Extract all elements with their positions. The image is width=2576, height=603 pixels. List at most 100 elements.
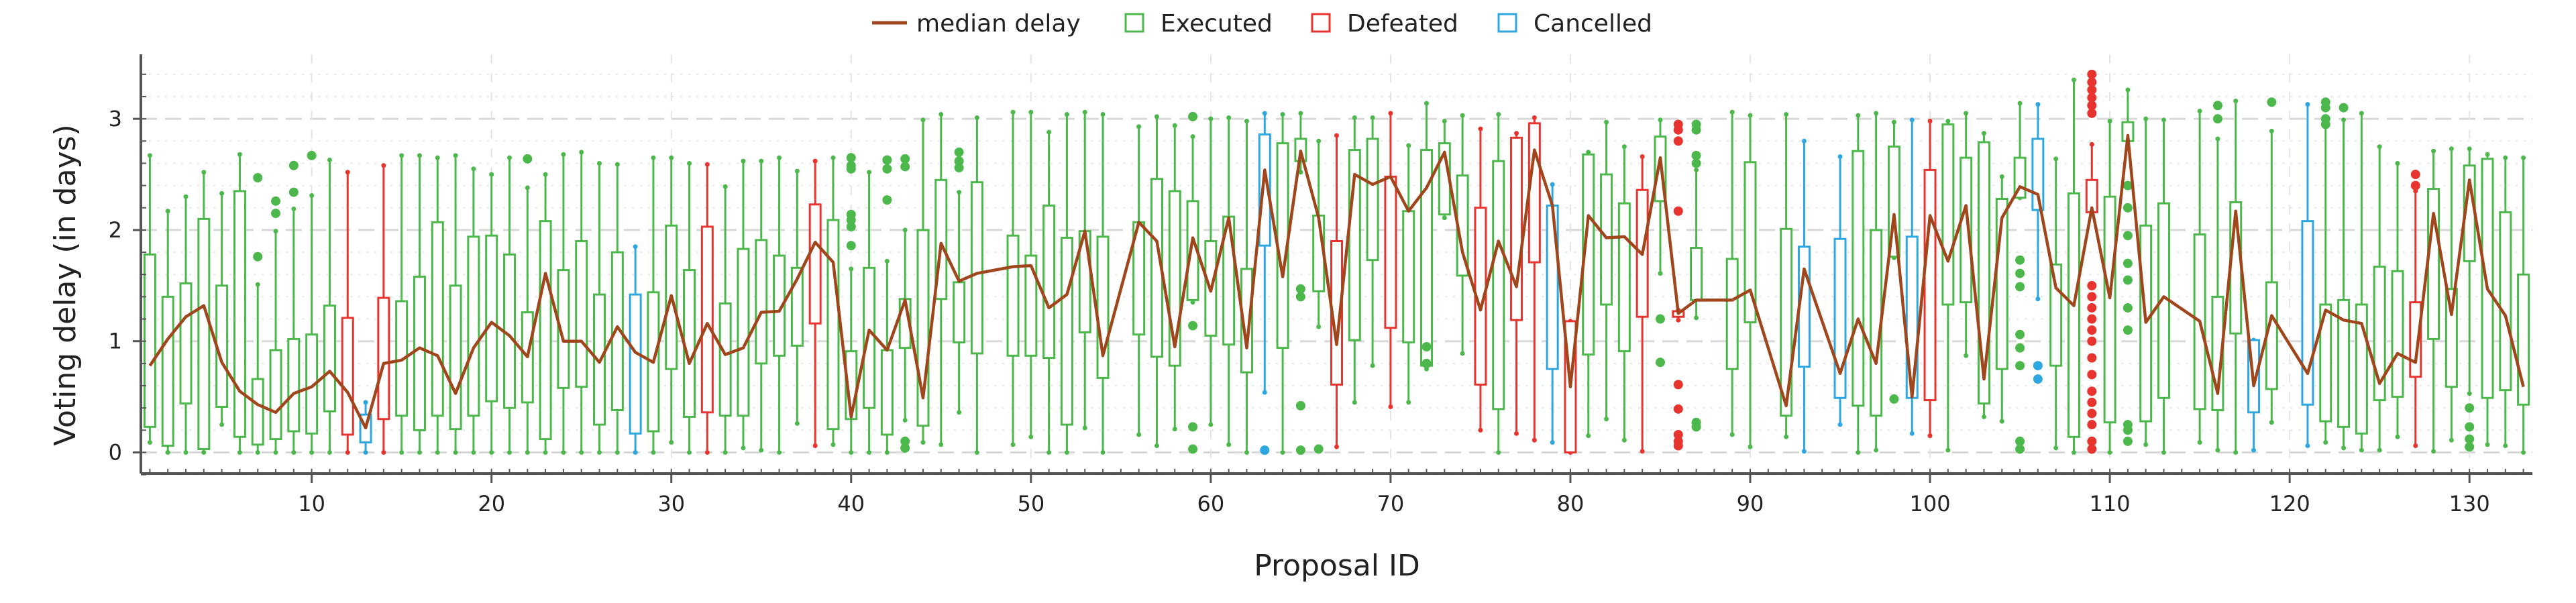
outlier-point (900, 436, 910, 446)
whisker-cap (1424, 101, 1430, 106)
outlier-point (2123, 425, 2133, 435)
box-3 (179, 194, 193, 455)
box-27 (610, 162, 624, 455)
whisker-cap (2431, 148, 2436, 154)
whisker-cap (1621, 437, 1627, 443)
outlier-point (2015, 282, 2025, 292)
box-95 (1833, 154, 1847, 427)
whisker-cap (867, 170, 872, 175)
box-101 (1941, 118, 1955, 453)
whisker-cap (525, 185, 530, 190)
outlier-point (1691, 422, 1701, 432)
box (1258, 133, 1271, 247)
whisker-cap (453, 450, 458, 455)
whisker-cap (2467, 146, 2472, 152)
whisker-cap (327, 157, 332, 162)
box (557, 269, 570, 389)
whisker-cap (614, 162, 620, 167)
box-38 (808, 158, 822, 449)
whisker-cap (1837, 154, 1843, 160)
whisker-cap (219, 190, 225, 196)
box (2319, 303, 2332, 423)
outlier-point (271, 209, 281, 219)
box-37 (790, 168, 804, 426)
whisker-cap (2233, 450, 2239, 455)
whisker-cap (1226, 115, 1232, 120)
whisker-cap (1694, 315, 1699, 321)
box-36 (773, 155, 786, 455)
whisker-cap (309, 450, 315, 455)
whisker-cap (147, 153, 152, 158)
outlier-point (846, 164, 856, 174)
box (413, 276, 426, 431)
outlier-point (1673, 136, 1683, 146)
median-delay-series (148, 133, 2525, 430)
box (1527, 122, 1541, 264)
x-tick-label: 40 (837, 491, 865, 516)
whisker-cap (920, 117, 926, 123)
whisker-cap (2503, 443, 2508, 449)
box-59 (1186, 111, 1199, 454)
whisker-cap (1604, 119, 1609, 125)
box-123 (2337, 103, 2351, 451)
box-124 (2355, 111, 2368, 453)
box (2445, 288, 2458, 388)
whisker-cap (1999, 174, 2004, 179)
box-76 (1492, 112, 1505, 455)
whisker-cap (687, 450, 692, 455)
whisker-cap (741, 445, 746, 451)
whisker-cap (1190, 134, 1195, 140)
whisker-cap (1442, 215, 1447, 221)
whisker-cap (1658, 271, 1663, 276)
outlier-point (1691, 150, 1701, 160)
box-18 (449, 153, 462, 455)
whisker-cap (2053, 445, 2059, 451)
whisker-cap (2305, 443, 2310, 449)
box (1977, 141, 1990, 405)
box-58 (1168, 123, 1181, 432)
whisker-cap (974, 115, 979, 120)
whisker-cap (651, 450, 656, 455)
x-tick-label: 110 (2090, 491, 2131, 516)
whisker-cap (2125, 87, 2131, 93)
whisker-cap (794, 421, 800, 426)
box-129 (2445, 146, 2458, 443)
box-14 (377, 163, 390, 455)
whisker-cap (1964, 353, 1969, 358)
outlier-point (1421, 358, 1432, 368)
box-113 (2157, 117, 2171, 455)
box-89 (1725, 109, 1739, 437)
box-96 (1851, 113, 1865, 455)
whisker-cap (1748, 444, 1753, 449)
whisker-cap (579, 150, 584, 155)
whisker-cap (884, 450, 890, 455)
box-46 (953, 147, 966, 415)
box (1725, 258, 1739, 370)
outlier-point (1188, 111, 1198, 121)
whisker-cap (1658, 117, 1663, 123)
whisker-cap (525, 450, 530, 455)
whisker-cap (417, 153, 422, 158)
whisker-cap (1856, 113, 1861, 118)
outlier-point (846, 153, 856, 163)
box (1833, 237, 1847, 399)
box-31 (683, 160, 696, 455)
x-tick-label: 70 (1377, 491, 1405, 516)
box (197, 217, 211, 451)
box (2373, 266, 2386, 402)
whisker-cap (219, 422, 225, 427)
whisker-cap (2107, 450, 2112, 455)
whisker-cap (704, 450, 710, 455)
box (1851, 150, 1865, 407)
legend: median delay Executed Defeated Cancelled (872, 10, 1652, 38)
box-130 (2463, 146, 2476, 452)
outlier-point (523, 154, 533, 164)
whisker-cap (1748, 113, 1753, 118)
box-65 (1294, 111, 1307, 455)
whisker-cap (849, 266, 854, 272)
whisker-cap (704, 162, 710, 167)
box (269, 349, 282, 441)
whisker-cap (2395, 160, 2400, 166)
whisker-cap (794, 168, 800, 174)
box-116 (2211, 101, 2224, 453)
